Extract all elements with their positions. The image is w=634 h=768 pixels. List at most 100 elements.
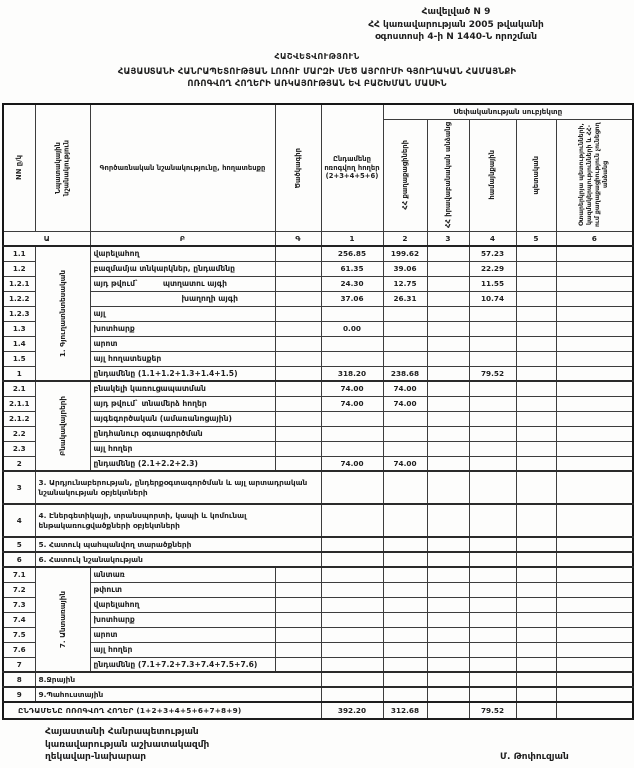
category-label-cell: 9.Պահուստային [34, 686, 322, 703]
value-cell: 238.68 [382, 365, 428, 382]
row-number-cell: 7.6 [2, 641, 36, 658]
header-owner-3: համայնքային [468, 118, 517, 232]
header-purpose: Նպատակային նշանակություն [34, 103, 91, 232]
value-cell [555, 395, 634, 412]
annex-line: օգոստոսի 4-ի N 1440-Ն որոշման [374, 32, 538, 42]
value-cell [555, 275, 634, 292]
value-cell: 22.29 [468, 260, 517, 277]
value-cell: 0.00 [320, 320, 384, 337]
code-cell [274, 611, 322, 628]
index-cell: 3 [426, 230, 470, 247]
value-cell [515, 686, 557, 703]
table-row: 2.2 ընդհանուր օգտագործման [2, 425, 634, 442]
value-cell [426, 626, 470, 643]
value-cell [382, 686, 428, 703]
table-row: 5 5. Հատուկ պահպանվող տարածքների [2, 536, 634, 553]
header-nn: NN ը/կ [2, 103, 36, 232]
value-cell [515, 275, 557, 292]
category-label-cell: 8.Ջրային [34, 671, 322, 688]
value-cell [320, 335, 384, 352]
value-cell [468, 566, 517, 583]
value-cell [426, 611, 470, 628]
code-cell [274, 350, 322, 367]
value-cell [468, 641, 517, 658]
value-cell [555, 503, 634, 538]
code-cell [274, 275, 322, 292]
value-cell [320, 611, 384, 628]
land-type-label-cell: թփուտ [89, 581, 276, 598]
row-number-cell: 1.1 [2, 245, 36, 262]
value-cell [555, 305, 634, 322]
index-cell: Ա [2, 230, 91, 247]
value-cell [320, 566, 384, 583]
value-cell [555, 611, 634, 628]
value-cell [468, 686, 517, 703]
page-title: ՀԱՇՎԵՏՎՈՒԹՅՈՒՆ ՀԱՅԱՍՏԱՆԻ ՀԱՆՐԱՊԵՏՈՒԹՅԱՆ … [0, 52, 634, 89]
value-cell [468, 455, 517, 472]
land-type-label-cell: խաղողի այգի [89, 290, 276, 307]
category-label-cell: 6. Հատուկ նշանակության [34, 551, 322, 568]
value-cell [382, 611, 428, 628]
value-cell [515, 503, 557, 538]
value-cell [426, 305, 470, 322]
land-type-label-cell: արոտ [89, 626, 276, 643]
value-cell [320, 470, 384, 505]
value-cell [382, 641, 428, 658]
value-cell [555, 290, 634, 307]
value-cell [515, 551, 557, 568]
header-owner-2: ՀՀ իրավաբանական անձանց [426, 118, 470, 232]
value-cell [555, 686, 634, 703]
value-cell [382, 410, 428, 427]
table-container: NN ը/կ Նպատակային նշանակություն Գործառնակա… [2, 103, 634, 720]
value-cell [426, 566, 470, 583]
value-cell [468, 335, 517, 352]
value-cell [320, 410, 384, 427]
code-cell [274, 440, 322, 457]
land-type-label-cell: վարելահող [89, 596, 276, 613]
value-cell [426, 245, 470, 262]
index-cell: Գ [274, 230, 322, 247]
annex-reference: Հավելված N 9 ՀՀ կառավարության 2005 թվակա… [300, 6, 612, 44]
value-cell [515, 350, 557, 367]
value-cell [320, 641, 384, 658]
row-number-cell: 7.4 [2, 611, 36, 628]
value-cell: 199.62 [382, 245, 428, 262]
value-cell [426, 596, 470, 613]
value-cell: 312.68 [382, 701, 428, 720]
value-cell [555, 551, 634, 568]
value-cell [426, 656, 470, 673]
code-cell [274, 305, 322, 322]
value-cell: 256.85 [320, 245, 384, 262]
value-cell: 12.75 [382, 275, 428, 292]
value-cell [382, 626, 428, 643]
table-row: 2.1 Բնակավայրերի բնակելի կառուցապատման 74.0… [2, 380, 634, 472]
value-cell [426, 365, 470, 382]
vertical-header-text: Օտարերկրյա պետությունների, կազմակերպությ… [578, 122, 610, 228]
value-cell [320, 671, 384, 688]
section-label-cell: Բնակավայրերի [34, 380, 91, 472]
row-number-cell: 2 [2, 455, 36, 472]
category-label-cell: 5. Հատուկ պահպանվող տարածքների [34, 536, 322, 553]
table-row: 1.2.3 այլ [2, 305, 634, 322]
footer-line: Հայաստանի Հանրապետության [45, 727, 199, 737]
value-cell [426, 320, 470, 337]
vertical-header-text: 1. Գյուղատնտեսական [58, 269, 67, 358]
code-cell [274, 380, 322, 397]
value-cell [555, 350, 634, 367]
code-cell [274, 641, 322, 658]
value-cell [468, 551, 517, 568]
value-cell: 39.06 [382, 260, 428, 277]
signatory-position: Հայաստանի Հանրապետության կառավարության ա… [45, 726, 209, 764]
value-cell [515, 455, 557, 472]
row-number-cell: 7.2 [2, 581, 36, 598]
land-type-label-cell: այգեգործական (ամառանոցային) [89, 410, 276, 427]
row-number-cell: 1.4 [2, 335, 36, 352]
row-number-cell: 3 [2, 470, 36, 505]
value-cell [426, 581, 470, 598]
index-cell: 6 [555, 230, 634, 247]
value-cell: 74.00 [320, 455, 384, 472]
table-row: 3 3. Արդյունաբերության, ընդերքօգտագործման… [2, 470, 634, 505]
value-cell [320, 305, 384, 322]
vertical-header-text: Բնակավայրերի [58, 395, 67, 457]
index-cell: 1 [320, 230, 384, 247]
